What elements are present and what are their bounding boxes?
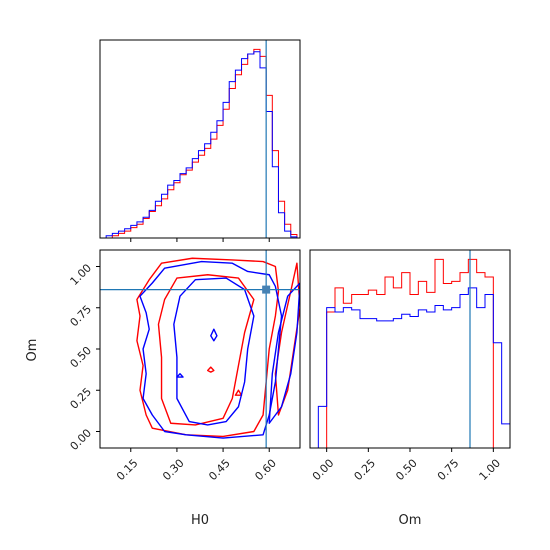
h0-marginal-histogram bbox=[99, 39, 301, 242]
contour-xtick-label-2: 0.45 bbox=[206, 457, 233, 484]
h0-om-contour-panel: 0.15 0.30 0.45 0.60 0.00 0.25 0.50 0.75 1.00 bbox=[68, 249, 301, 484]
h0-hist-series-1 bbox=[100, 51, 298, 239]
contour-area bbox=[100, 250, 300, 448]
contour-series-1-level-0 bbox=[139, 260, 283, 439]
om-hist-xtick-label-3: 0.75 bbox=[435, 457, 462, 484]
x-axis-label-h0: H0 bbox=[191, 513, 209, 528]
contour-series-0-level-4 bbox=[234, 389, 243, 396]
h0-hist-frame bbox=[99, 39, 301, 239]
contour-ytick-label-2: 0.50 bbox=[68, 344, 95, 371]
om-hist-xtick-label-2: 0.50 bbox=[393, 457, 420, 484]
contour-series-1-level-1 bbox=[173, 277, 255, 426]
truth-marker bbox=[262, 285, 271, 294]
contour-xtick-label-3: 0.60 bbox=[252, 457, 279, 484]
contour-series-0-level-0 bbox=[136, 257, 280, 438]
contour-ytick-label-4: 1.00 bbox=[68, 261, 95, 288]
contour-xtick-label-0: 0.15 bbox=[114, 457, 141, 484]
contour-series-0-level-1 bbox=[157, 274, 255, 426]
om-hist-series-0 bbox=[310, 258, 510, 449]
om-hist-xtick-label-1: 0.25 bbox=[352, 457, 379, 484]
contour-series-0-level-3 bbox=[206, 366, 215, 373]
axis-labels: H0 Om Om bbox=[25, 339, 421, 528]
y-axis-label-om: Om bbox=[25, 339, 40, 362]
h0-hist-series-0 bbox=[100, 48, 298, 239]
om-hist-series-1 bbox=[310, 287, 511, 449]
x-axis-label-om: Om bbox=[399, 513, 422, 528]
contour-xtick-label-1: 0.30 bbox=[160, 457, 187, 484]
contour-series-1-level-4 bbox=[176, 373, 184, 378]
contour-series-1-level-3 bbox=[210, 328, 218, 342]
contour-ytick-label-3: 0.75 bbox=[68, 303, 95, 330]
contour-ytick-label-1: 0.25 bbox=[68, 385, 95, 412]
om-hist-xtick-label-4: 1.00 bbox=[477, 457, 504, 484]
contour-series-1-level-2 bbox=[268, 282, 300, 424]
om-hist-xtick-label-0: 0.00 bbox=[310, 457, 337, 484]
om-marginal-histogram: 0.00 0.25 0.50 0.75 1.00 bbox=[309, 249, 511, 484]
contour-ytick-label-0: 0.00 bbox=[68, 426, 95, 453]
